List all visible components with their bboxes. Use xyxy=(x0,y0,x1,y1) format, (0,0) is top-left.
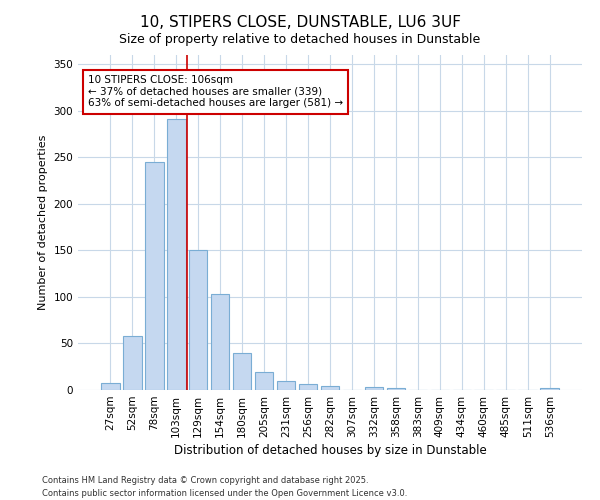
Text: 10, STIPERS CLOSE, DUNSTABLE, LU6 3UF: 10, STIPERS CLOSE, DUNSTABLE, LU6 3UF xyxy=(139,15,461,30)
Bar xyxy=(123,336,142,390)
Bar xyxy=(277,380,295,390)
Bar xyxy=(101,384,119,390)
Bar xyxy=(145,162,164,390)
Text: Size of property relative to detached houses in Dunstable: Size of property relative to detached ho… xyxy=(119,32,481,46)
Bar xyxy=(189,250,208,390)
Text: 10 STIPERS CLOSE: 106sqm
← 37% of detached houses are smaller (339)
63% of semi-: 10 STIPERS CLOSE: 106sqm ← 37% of detach… xyxy=(88,75,343,108)
Bar xyxy=(233,353,251,390)
Bar xyxy=(299,384,317,390)
Bar xyxy=(365,387,383,390)
Bar xyxy=(320,386,340,390)
Bar xyxy=(386,388,405,390)
X-axis label: Distribution of detached houses by size in Dunstable: Distribution of detached houses by size … xyxy=(173,444,487,457)
Bar xyxy=(167,119,185,390)
Bar xyxy=(255,372,274,390)
Text: Contains HM Land Registry data © Crown copyright and database right 2025.
Contai: Contains HM Land Registry data © Crown c… xyxy=(42,476,407,498)
Y-axis label: Number of detached properties: Number of detached properties xyxy=(38,135,48,310)
Bar xyxy=(211,294,229,390)
Bar xyxy=(541,388,559,390)
